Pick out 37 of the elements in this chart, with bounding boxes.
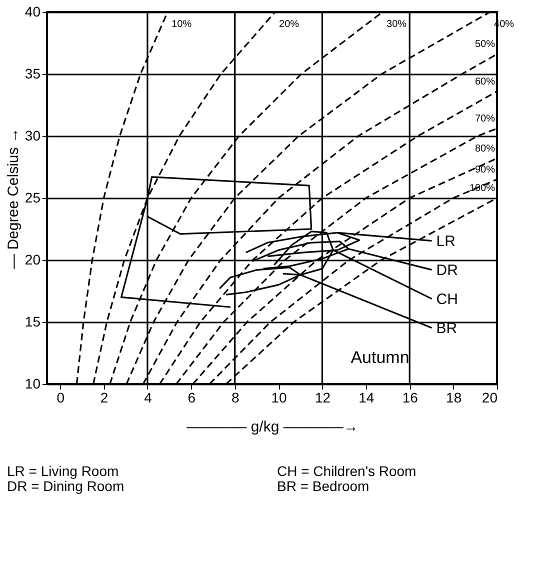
- series-label: 90%: [474, 164, 496, 176]
- x-tick-label: 6: [188, 390, 196, 406]
- annotation: CH: [436, 290, 458, 308]
- y-tick-label: 25: [24, 190, 41, 206]
- y-tick-label: 35: [24, 66, 41, 82]
- x-tick-label: 0: [56, 390, 65, 406]
- series-label: 100%: [469, 183, 496, 194]
- y-tick-label: 10: [24, 376, 41, 392]
- series-label: 70%: [474, 114, 496, 125]
- text: LR = Living Room: [7, 463, 119, 479]
- text: DR = Dining Room: [7, 478, 124, 494]
- x-tick-label: 8: [231, 390, 240, 406]
- series-label: 60%: [474, 76, 496, 88]
- y-tick-label: 20: [24, 252, 41, 268]
- x-tick-label: 20: [482, 390, 498, 406]
- annotation: Autumn: [350, 348, 410, 367]
- x-tick-label: 18: [446, 390, 462, 406]
- y-tick-label: 30: [24, 128, 41, 144]
- y-tick-label: 40: [24, 4, 41, 20]
- y-tick-label: 15: [24, 314, 41, 330]
- y-axis-title: — Degree Celsius →: [4, 128, 22, 269]
- x-tick-label: 10: [271, 390, 288, 406]
- annotation: LR: [436, 232, 456, 250]
- series-label: 20%: [279, 19, 300, 30]
- x-tick-label: 16: [402, 390, 418, 406]
- text: BR = Bedroom: [277, 478, 370, 494]
- series-label: 80%: [474, 143, 496, 154]
- x-tick-label: 2: [100, 390, 108, 406]
- x-tick-label: 14: [358, 390, 374, 406]
- text: CH = Children's Room: [277, 463, 416, 479]
- series-label: 50%: [474, 39, 496, 50]
- x-axis-title: ———— g/kg ————→: [186, 418, 358, 436]
- x-tick-label: 4: [144, 390, 152, 406]
- series-label: 30%: [386, 19, 407, 30]
- x-tick-label: 12: [314, 390, 331, 406]
- annotation: DR: [436, 262, 458, 279]
- series-label: 10%: [172, 19, 192, 30]
